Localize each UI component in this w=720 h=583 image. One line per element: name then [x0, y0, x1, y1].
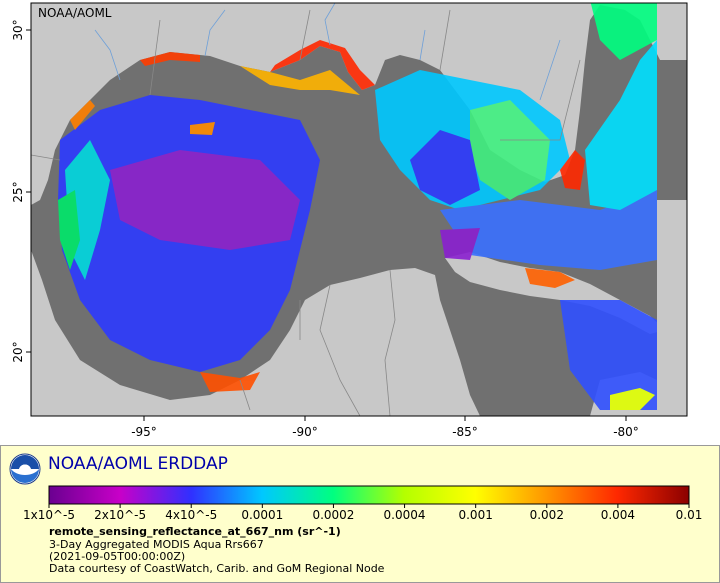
- product-name: 3-Day Aggregated MODIS Aqua Rrs667: [49, 538, 264, 551]
- lon-axis: -95° -90° -85° -80°: [131, 416, 639, 439]
- legend-panel: NOAA/AOML ERDDAP 1x10^-5 2x10^-5 4x10^-5 0.…: [0, 445, 720, 583]
- river-lines: [94, 3, 561, 101]
- land-mexico-yucatan: [31, 250, 480, 416]
- land-east-bahamas: [657, 200, 687, 416]
- reflectance-data-layer: [58, 3, 657, 410]
- noaa-logo-icon: [9, 453, 41, 485]
- lon-label: -80°: [613, 425, 639, 439]
- map-graphic: NOAA/AOML -95° -90° -85° -80° 30° 25° 20…: [11, 2, 688, 439]
- colorbar-tick-label: 1x10^-5: [23, 508, 75, 522]
- colorbar-ticks: 1x10^-5 2x10^-5 4x10^-5 0.0001 0.0002 0.0004 0…: [23, 504, 702, 522]
- lat-label: 20°: [11, 341, 25, 362]
- map-panel: NOAA/AOML -95° -90° -85° -80° 30° 25° 20…: [11, 2, 688, 439]
- legend-title: NOAA/AOML ERDDAP: [48, 454, 228, 474]
- lat-label: 30°: [11, 19, 25, 40]
- time-stamp: (2021-09-05T00:00:00Z): [49, 550, 186, 563]
- corner-label: NOAA/AOML: [38, 6, 112, 20]
- lat-axis: 30° 25° 20°: [11, 19, 31, 363]
- plot-frame: [30, 2, 688, 417]
- colorbar-tick-label: 0.001: [458, 508, 492, 522]
- colorbar-tick-label: 0.0004: [384, 508, 426, 522]
- colorbar-tick-label: 0.01: [676, 508, 703, 522]
- colorbar-tick-label: 2x10^-5: [94, 508, 146, 522]
- lon-label: -85°: [452, 425, 478, 439]
- colorbar-tick-label: 0.0001: [241, 508, 283, 522]
- colorbar-tick-label: 0.0002: [312, 508, 354, 522]
- colorbar-tick-label: 0.004: [601, 508, 635, 522]
- data-credit: Data courtesy of CoastWatch, Carib. and …: [49, 562, 385, 575]
- border-lines: [31, 9, 581, 416]
- variable-name: remote_sensing_reflectance_at_667_nm (sr…: [49, 525, 341, 538]
- lon-label: -95°: [131, 425, 157, 439]
- colorbar-tick-label: 4x10^-5: [165, 508, 217, 522]
- colorbar-tick-label: 0.002: [530, 508, 564, 522]
- lon-label: -90°: [292, 425, 318, 439]
- colorbar-gradient: [48, 485, 690, 505]
- colorbar: 1x10^-5 2x10^-5 4x10^-5 0.0001 0.0002 0.0004 0…: [23, 485, 702, 522]
- lat-label: 25°: [11, 181, 25, 202]
